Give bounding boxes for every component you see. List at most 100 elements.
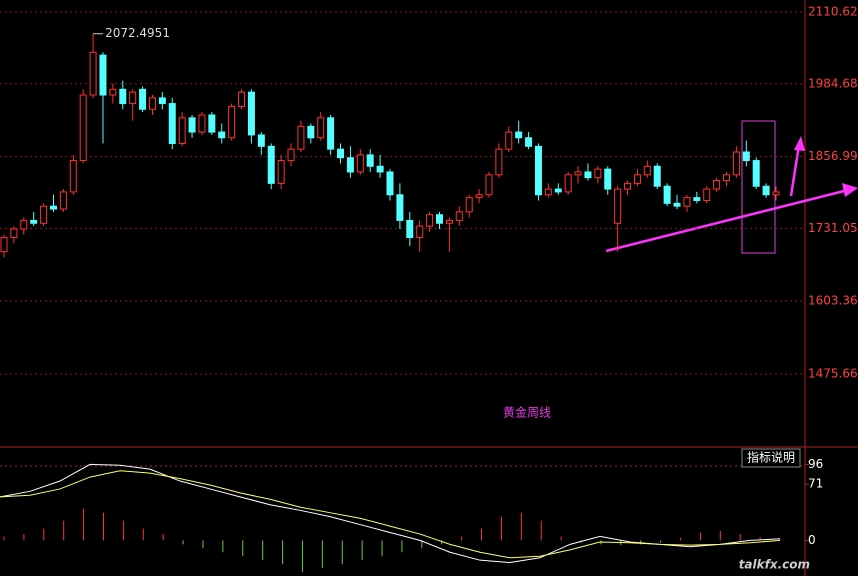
y-tick-label: 1984.685 xyxy=(808,76,858,90)
candle-body xyxy=(475,194,483,199)
candle-body xyxy=(465,197,473,213)
candle-body xyxy=(455,211,463,221)
y-tick-label: 1603.360 xyxy=(808,294,858,308)
candle-body xyxy=(148,97,156,110)
candle-body xyxy=(366,154,374,167)
candle-body xyxy=(604,168,612,190)
indicator-button[interactable] xyxy=(741,448,801,468)
candle-body xyxy=(386,171,394,196)
y-tick-label: 2110.627 xyxy=(808,5,858,19)
candle-body xyxy=(406,219,414,239)
candle-body xyxy=(267,145,275,184)
candle-body xyxy=(188,117,196,133)
candle-body xyxy=(307,125,315,139)
candle-body xyxy=(20,219,28,230)
candle-body xyxy=(643,165,651,176)
candle-body xyxy=(426,214,434,227)
candle-body xyxy=(208,114,216,133)
candle-body xyxy=(317,117,325,139)
candle-body xyxy=(574,171,582,176)
candle-body xyxy=(505,131,513,150)
candle-body xyxy=(277,160,285,184)
candle-body xyxy=(168,103,176,144)
candle-body xyxy=(218,131,226,139)
candle-body xyxy=(762,185,770,196)
candle-body xyxy=(119,88,127,105)
chart-title: 黄金周线 xyxy=(503,405,551,420)
candle-body xyxy=(129,91,137,105)
candle-body xyxy=(139,88,147,110)
candle-body xyxy=(564,174,572,193)
watermark: talkfx.com xyxy=(739,558,810,572)
y-tick-label: 71 xyxy=(808,477,823,491)
candle-body xyxy=(376,165,384,173)
candle-body xyxy=(445,219,453,224)
candle-body xyxy=(356,154,364,173)
candle-body xyxy=(287,148,295,162)
candle-body xyxy=(485,174,493,196)
trend-arrow xyxy=(605,188,849,253)
candle-body xyxy=(40,205,48,224)
candle-body xyxy=(435,214,443,224)
candle-body xyxy=(59,191,67,210)
arrow-head xyxy=(842,183,858,197)
candle-body xyxy=(495,148,503,176)
candle-body xyxy=(742,151,750,162)
candle-body xyxy=(683,197,691,207)
y-tick-label: 1731.051 xyxy=(808,221,858,235)
candle-body xyxy=(228,105,236,139)
candle-body xyxy=(89,51,97,96)
y-tick-label: 0 xyxy=(808,533,816,547)
y-tick-label: 96 xyxy=(808,457,823,471)
candle-body xyxy=(633,174,641,184)
candle-body xyxy=(49,205,57,210)
candle-body xyxy=(673,202,681,207)
candle-body xyxy=(772,191,780,196)
candle-body xyxy=(594,168,602,179)
candle-body xyxy=(257,134,265,147)
highlight-box xyxy=(741,120,776,254)
candle-body xyxy=(663,185,671,204)
candle-body xyxy=(554,188,562,193)
candle-body xyxy=(515,131,523,139)
candle-body xyxy=(30,219,38,224)
trend-arrow xyxy=(789,144,801,197)
candle-body xyxy=(396,194,404,221)
candle-body xyxy=(178,117,186,144)
candle-body xyxy=(752,160,760,187)
arrow-head xyxy=(794,136,805,151)
candle-body xyxy=(337,148,345,159)
y-tick-label: 1475.668 xyxy=(808,366,858,380)
annotation: 2072.4951 xyxy=(105,26,170,40)
y-tick-label: 1856.994 xyxy=(808,149,858,163)
candle-body xyxy=(624,182,632,190)
candle-body xyxy=(693,197,701,201)
indicator-line xyxy=(0,470,781,559)
candle-body xyxy=(158,97,166,105)
candle-body xyxy=(653,165,661,187)
candle-body xyxy=(10,228,18,239)
candle-body xyxy=(525,137,533,147)
candle-body xyxy=(732,151,740,176)
candle-body xyxy=(723,174,731,182)
candle-body xyxy=(713,180,721,190)
candle-body xyxy=(614,188,622,224)
candle-body xyxy=(297,125,305,150)
indicator-button-label[interactable]: 指标说明 xyxy=(747,450,795,465)
candle-body xyxy=(247,91,255,136)
candle-body xyxy=(534,145,542,196)
candle-body xyxy=(99,54,107,96)
candle-body xyxy=(703,188,711,201)
candle-body xyxy=(327,117,335,150)
candle-body xyxy=(198,114,206,133)
candle-body xyxy=(0,237,8,253)
candle-body xyxy=(346,157,354,173)
candle-body xyxy=(584,171,592,179)
candle-body xyxy=(544,188,552,196)
candle-body xyxy=(79,94,87,162)
candle-body xyxy=(238,91,246,107)
candle-body xyxy=(109,88,117,96)
